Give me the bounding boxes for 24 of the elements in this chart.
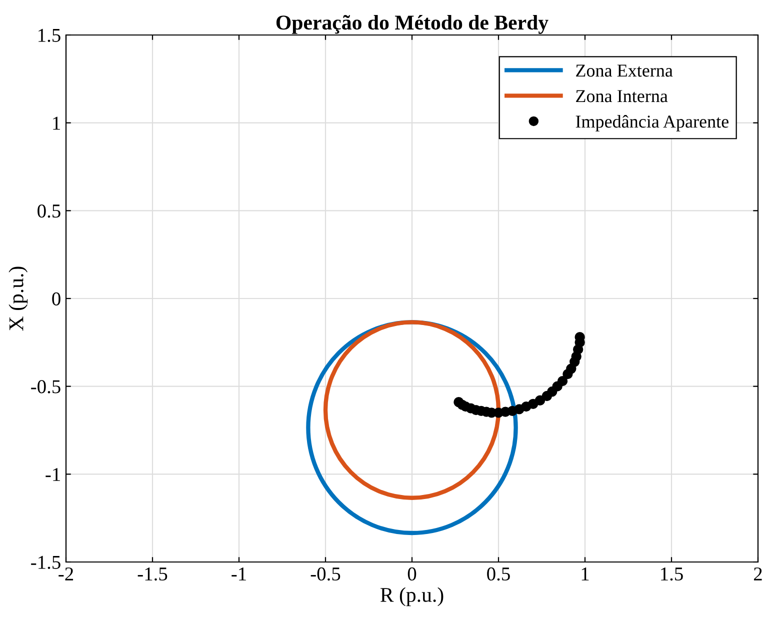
x-axis-title: R (p.u.) [380, 587, 444, 606]
y-tick-label: 1 [53, 116, 60, 130]
x-tick-label: 2 [754, 567, 762, 580]
y-tick-label: 1.5 [38, 28, 60, 42]
chart-title: Operação do Método de Berdy [276, 14, 548, 34]
x-tick-label: -1.5 [138, 568, 168, 581]
y-axis-title: X (p.u.) [8, 266, 28, 331]
y-tick-label: 0 [52, 292, 60, 306]
y-tick-label: 0.5 [38, 204, 60, 218]
x-tick-label: -1 [232, 568, 246, 580]
legend-label: Zona Externa [576, 64, 673, 77]
legend-label: Zona Interna [576, 90, 668, 102]
y-tick-label: -1.5 [31, 556, 60, 570]
x-tick-label: 1 [582, 568, 589, 580]
x-tick-label: 0 [408, 567, 416, 581]
x-tick-label: -0.5 [310, 567, 340, 581]
y-tick-label: -0.5 [31, 380, 60, 394]
x-tick-label: 0.5 [487, 567, 510, 581]
legend-label: Impedância Aparente [576, 114, 728, 132]
point [534, 395, 546, 406]
y-tick-label: -1 [46, 468, 60, 481]
point [557, 376, 568, 386]
x-tick-label: -2 [58, 567, 74, 580]
x-tick-label: 1.5 [661, 568, 683, 581]
